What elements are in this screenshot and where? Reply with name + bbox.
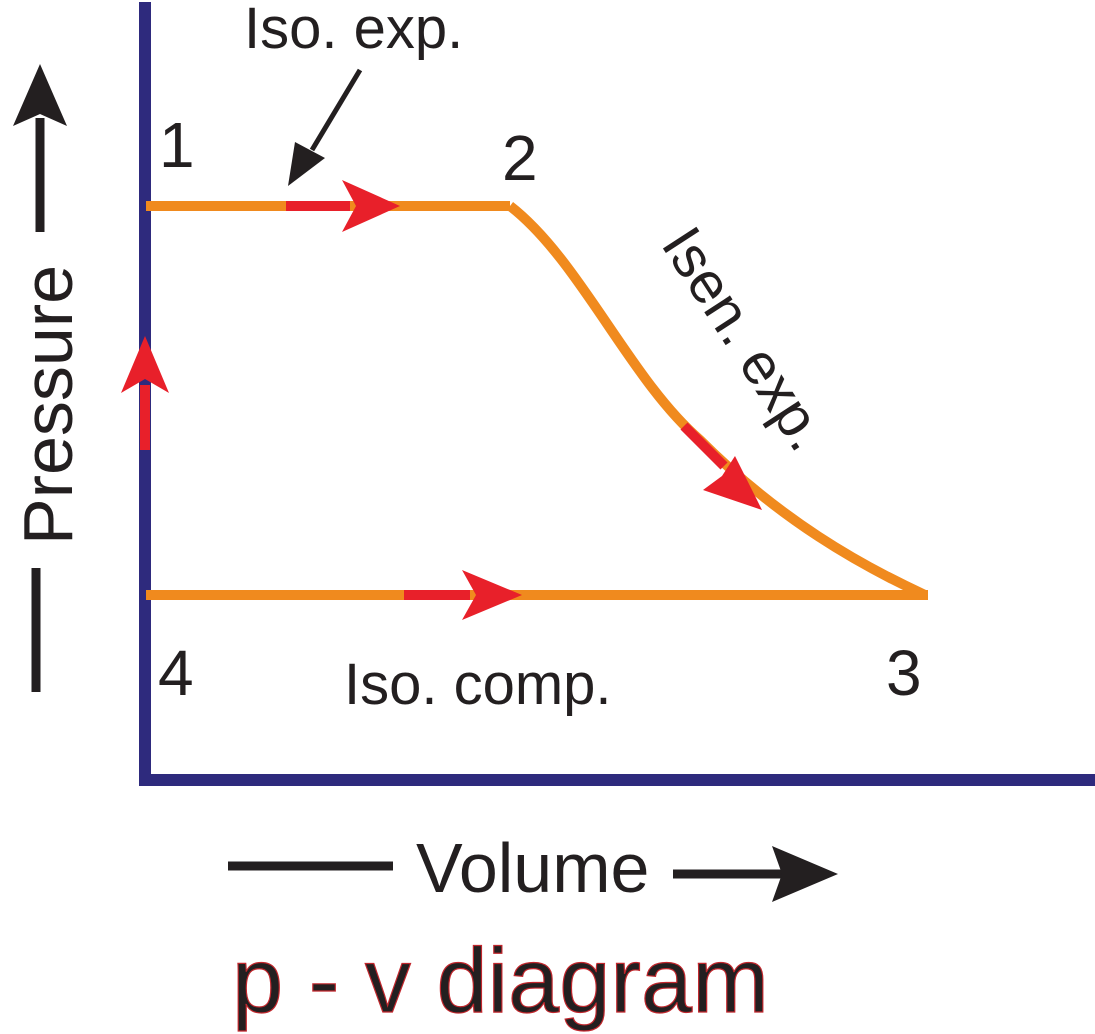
iso-exp-label: Iso. exp. — [244, 0, 463, 61]
pressure-direction-arrow — [13, 64, 67, 692]
point-label-3: 3 — [886, 637, 922, 709]
point-label-2: 2 — [502, 122, 538, 194]
arrow-2-3 — [680, 422, 762, 510]
diagram-title: p - v diagram — [232, 930, 769, 1032]
y-axis-label: Pressure — [9, 265, 87, 545]
x-axis-label: Volume — [416, 829, 649, 907]
iso-comp-label: Iso. comp. — [344, 652, 612, 717]
point-label-4: 4 — [158, 637, 194, 709]
arrow-4-3 — [404, 570, 522, 620]
iso-exp-pointer-arrow — [288, 68, 363, 186]
point-label-1: 1 — [159, 109, 195, 181]
arrow-1-2 — [286, 180, 400, 232]
arrow-4-1 — [121, 336, 169, 450]
volume-direction-arrow — [228, 846, 838, 902]
